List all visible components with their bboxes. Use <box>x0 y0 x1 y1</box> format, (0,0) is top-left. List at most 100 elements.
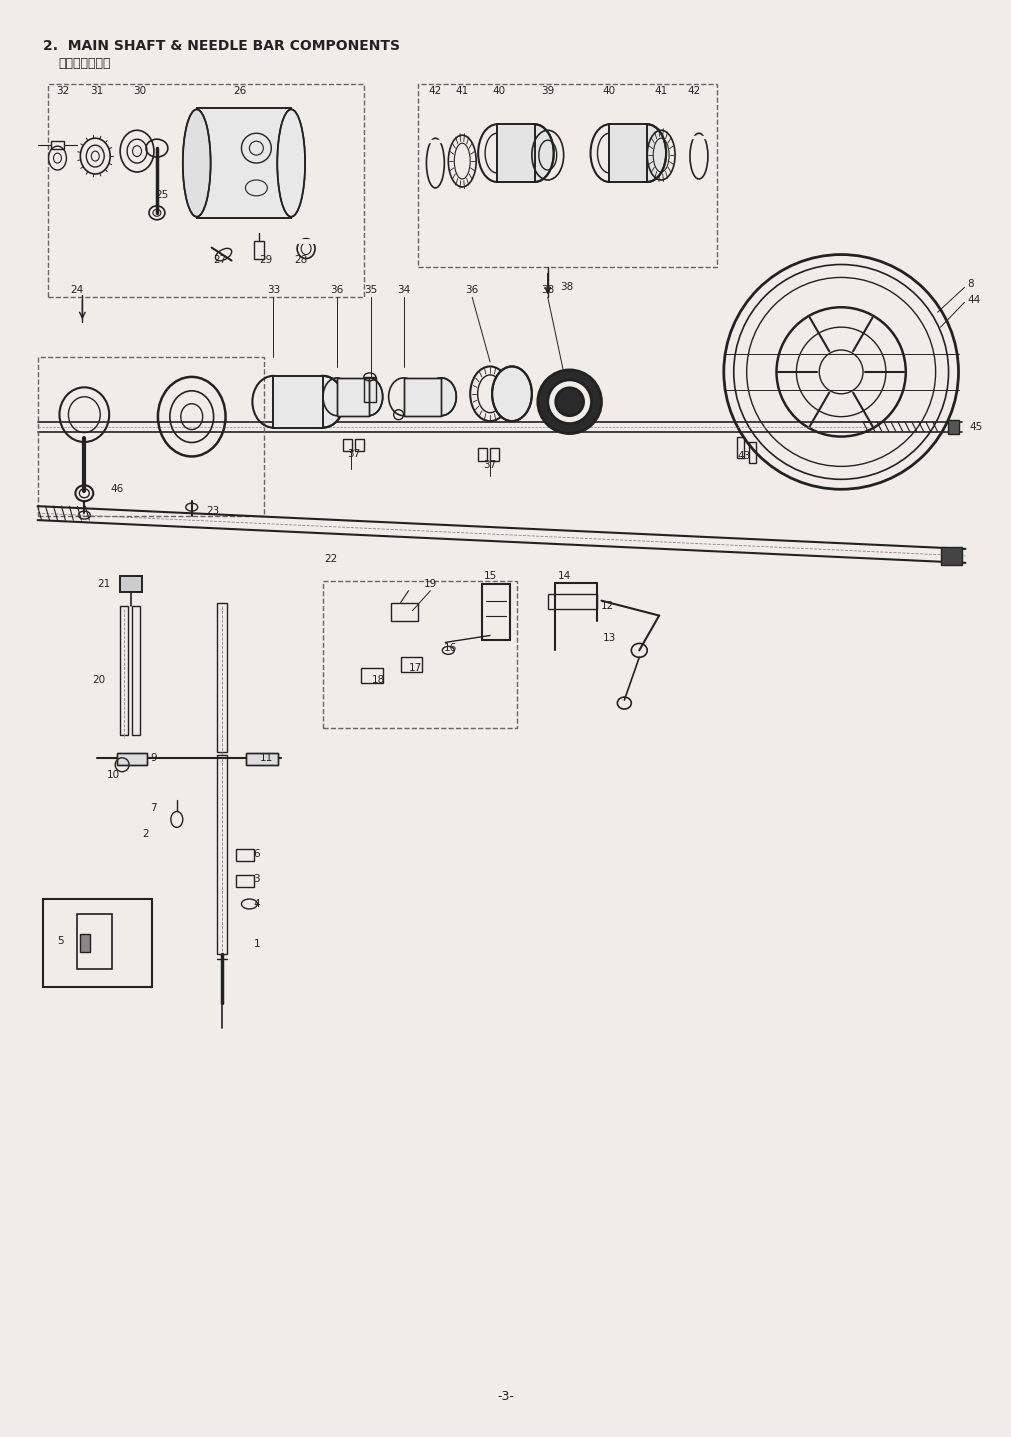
Text: 3: 3 <box>253 874 260 884</box>
Text: 36: 36 <box>330 286 343 296</box>
Text: 8: 8 <box>967 279 974 289</box>
Text: 43: 43 <box>736 451 749 461</box>
Text: 28: 28 <box>294 254 307 264</box>
Text: 26: 26 <box>233 86 246 96</box>
Bar <box>247 753 278 764</box>
Text: 39: 39 <box>541 86 554 96</box>
Text: 20: 20 <box>92 675 105 685</box>
Text: 4: 4 <box>253 900 260 910</box>
Bar <box>51 141 65 149</box>
Text: 19: 19 <box>424 579 437 589</box>
Ellipse shape <box>628 124 665 182</box>
Bar <box>939 547 961 565</box>
Text: 38: 38 <box>559 283 572 292</box>
Ellipse shape <box>302 376 344 428</box>
Bar <box>496 124 534 182</box>
Bar <box>400 657 422 673</box>
Text: 38: 38 <box>541 286 554 296</box>
Text: 12: 12 <box>601 601 614 611</box>
Text: 41: 41 <box>455 86 468 96</box>
Bar <box>117 753 147 764</box>
Bar <box>216 754 226 954</box>
Text: 13: 13 <box>603 634 616 644</box>
Text: 42: 42 <box>686 86 700 96</box>
Text: 25: 25 <box>155 190 169 200</box>
Ellipse shape <box>516 124 553 182</box>
Text: 40: 40 <box>492 86 506 96</box>
Bar <box>343 438 352 451</box>
Ellipse shape <box>355 378 382 415</box>
Bar <box>216 602 226 752</box>
Text: 23: 23 <box>206 506 219 516</box>
Bar <box>496 124 534 182</box>
Bar <box>196 108 291 218</box>
Text: 33: 33 <box>266 286 280 296</box>
Bar <box>323 581 517 729</box>
Text: 32: 32 <box>56 86 69 96</box>
Text: 10: 10 <box>107 770 120 780</box>
Bar <box>237 875 254 887</box>
Text: 15: 15 <box>483 570 496 581</box>
Bar <box>273 376 323 428</box>
Text: 16: 16 <box>443 644 457 654</box>
Bar <box>120 576 142 592</box>
Text: 46: 46 <box>110 484 123 494</box>
Bar <box>403 378 441 415</box>
Text: 24: 24 <box>71 286 84 296</box>
Text: 31: 31 <box>91 86 104 96</box>
Bar <box>131 605 140 734</box>
Bar <box>120 576 142 592</box>
Bar <box>419 83 716 267</box>
Text: 37: 37 <box>483 460 496 470</box>
Bar <box>736 437 743 458</box>
Bar <box>403 378 441 415</box>
Text: 36: 36 <box>465 286 478 296</box>
Bar <box>477 448 486 461</box>
Bar <box>489 448 498 461</box>
Bar <box>80 934 90 951</box>
Bar <box>37 356 264 516</box>
Text: 40: 40 <box>603 86 616 96</box>
Text: 44: 44 <box>967 296 980 305</box>
Bar <box>117 753 147 764</box>
Bar <box>237 849 254 861</box>
Text: 上軸・针棒関係: 上軸・针棒関係 <box>59 57 111 70</box>
Text: 22: 22 <box>324 553 338 563</box>
Bar <box>196 108 291 218</box>
Text: 9: 9 <box>150 753 157 763</box>
Ellipse shape <box>277 109 304 217</box>
Ellipse shape <box>491 366 532 421</box>
Bar <box>363 376 375 402</box>
Text: 27: 27 <box>212 254 226 264</box>
Bar <box>609 124 647 182</box>
Bar <box>337 378 368 415</box>
Bar <box>946 420 958 434</box>
Bar <box>355 438 363 451</box>
Bar <box>48 83 363 297</box>
Text: 30: 30 <box>133 86 147 96</box>
Bar <box>547 593 596 609</box>
Text: 6: 6 <box>253 849 260 859</box>
Text: -3-: -3- <box>497 1390 514 1403</box>
Text: 18: 18 <box>372 675 385 685</box>
Text: 41: 41 <box>654 86 667 96</box>
Bar <box>273 376 323 428</box>
Text: 45: 45 <box>969 421 982 431</box>
Text: 1: 1 <box>253 938 260 948</box>
Bar <box>42 900 152 987</box>
Text: 21: 21 <box>97 579 110 589</box>
Circle shape <box>547 379 591 424</box>
Text: 5: 5 <box>58 935 64 946</box>
Text: 35: 35 <box>364 286 377 296</box>
Bar <box>77 914 112 969</box>
Ellipse shape <box>183 109 210 217</box>
Ellipse shape <box>426 378 456 415</box>
Text: 2: 2 <box>142 829 149 839</box>
Bar <box>120 605 128 734</box>
Bar <box>609 124 647 182</box>
Text: 42: 42 <box>429 86 442 96</box>
Text: 14: 14 <box>557 570 571 581</box>
Text: 37: 37 <box>347 450 360 460</box>
Bar <box>247 753 278 764</box>
Text: 11: 11 <box>259 753 272 763</box>
